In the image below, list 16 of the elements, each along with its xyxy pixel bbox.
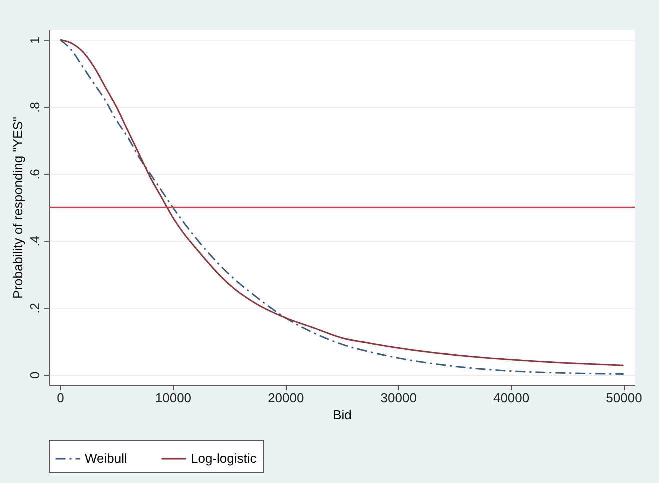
x-tick-label: 50000 xyxy=(606,390,642,406)
x-tick-label: 0 xyxy=(57,390,64,406)
y-tick-label: .6 xyxy=(28,169,42,180)
x-tick-label: 30000 xyxy=(380,390,417,406)
y-tick-label: 0 xyxy=(28,372,42,380)
x-tick-label: 20000 xyxy=(268,390,304,406)
y-tick-label: .2 xyxy=(28,303,42,314)
y-axis-title: Probability of responding "YES" xyxy=(10,116,26,299)
x-axis-title: Bid xyxy=(333,408,352,422)
y-tick-label: 1 xyxy=(28,36,42,44)
x-tick-label: 10000 xyxy=(155,390,192,406)
y-tick-label: .4 xyxy=(28,236,42,247)
y-tick-label: .8 xyxy=(28,102,42,113)
legend-label: Log-logistic xyxy=(191,451,258,466)
x-tick-label: 40000 xyxy=(493,390,530,406)
legend-label: Weibull xyxy=(85,451,128,466)
